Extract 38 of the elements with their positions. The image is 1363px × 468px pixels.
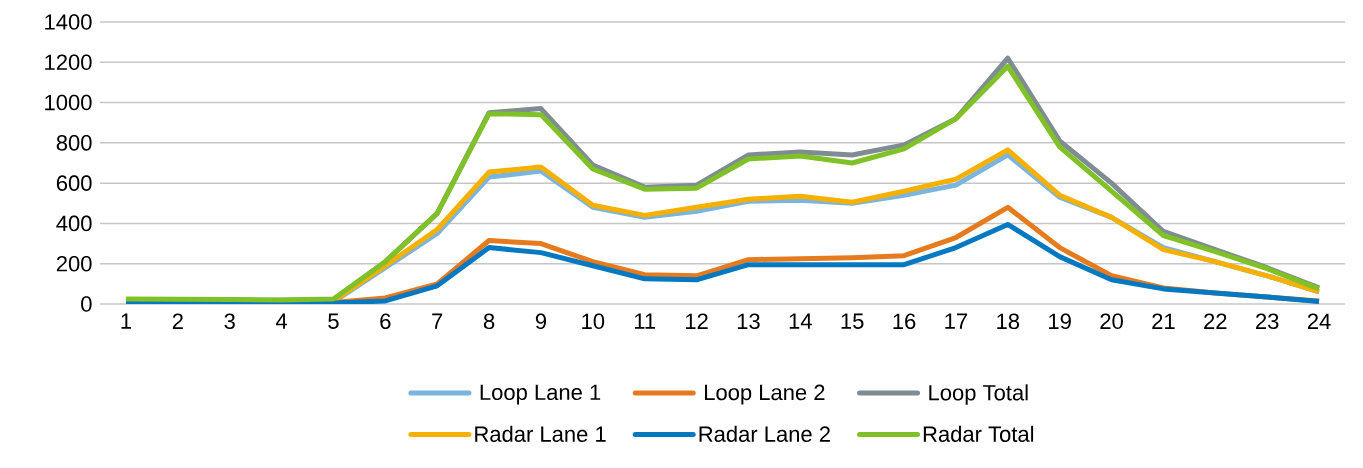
legend-label: Radar Lane 1	[475, 425, 606, 442]
y-tick-label: 1400	[45, 14, 92, 30]
x-tick-label: 22	[1204, 313, 1227, 329]
x-tick-label: 9	[535, 313, 547, 330]
x-tick-label: 8	[483, 313, 495, 330]
x-tick-label: 23	[1256, 313, 1279, 330]
x-tick-label: 6	[380, 313, 391, 330]
legend-label: Loop Lane 2	[705, 384, 825, 405]
x-tick-label: 7	[432, 313, 443, 329]
y-tick-label: 1200	[45, 54, 92, 71]
x-tick-label: 24	[1307, 313, 1331, 329]
x-tick-label: 19	[1049, 313, 1071, 330]
x-tick-label: 18	[997, 313, 1020, 330]
legend-label: Radar Lane 2	[699, 425, 830, 442]
x-tick-label: 15	[841, 313, 864, 329]
x-tick-label: 20	[1100, 313, 1123, 330]
x-tick-label: 12	[686, 313, 708, 329]
x-tick-label: 4	[275, 313, 288, 329]
y-tick-label: 200	[56, 255, 92, 272]
y-tick-label: 1000	[45, 94, 92, 111]
y-tick-label: 800	[56, 135, 92, 151]
y-tick-label: 400	[56, 215, 92, 232]
x-tick-label: 10	[582, 313, 605, 330]
x-tick-label: 16	[893, 313, 916, 330]
y-tick-label: 600	[56, 175, 92, 191]
x-tick-label: 3	[224, 313, 235, 330]
legend-label: Loop Total	[929, 384, 1028, 405]
x-tick-label: 5	[328, 313, 339, 329]
legend-label: Radar Total	[923, 425, 1034, 442]
y-tick-label: 0	[81, 296, 92, 312]
x-tick-label: 21	[1152, 313, 1175, 329]
x-tick-label: 14	[789, 313, 812, 329]
x-tick-label: 1	[121, 313, 131, 329]
x-tick-label: 2	[172, 313, 183, 329]
x-tick-label: 13	[737, 313, 760, 330]
x-tick-label: 11	[634, 313, 656, 329]
legend-label: Loop Lane 1	[480, 384, 601, 405]
x-tick-label: 17	[945, 313, 968, 329]
